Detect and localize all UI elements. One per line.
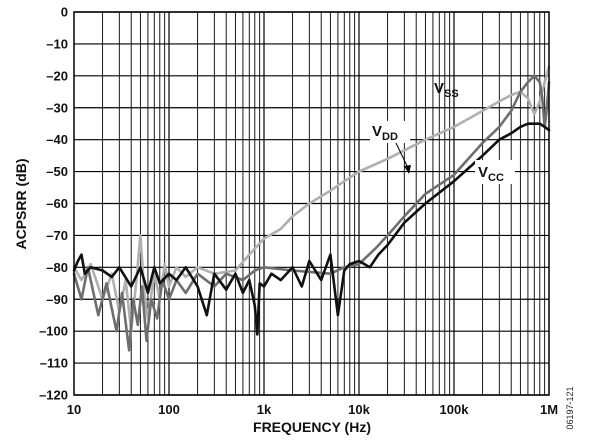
x-tick-label: 1k — [257, 402, 272, 417]
figure-id: 06197-121 — [565, 386, 575, 429]
vdd-pointer-arrowhead — [404, 165, 411, 174]
y-tick-label: –70 — [46, 228, 68, 243]
x-tick-label: 10 — [67, 402, 81, 417]
y-tick-label: –20 — [46, 68, 68, 83]
series-line-vcc — [72, 122, 551, 336]
x-tick-label: 10k — [348, 402, 370, 417]
x-tick-label: 100k — [440, 402, 470, 417]
x-tick-label: 1M — [540, 402, 558, 417]
x-axis-title: FREQUENCY (Hz) — [253, 419, 371, 435]
data-series — [72, 65, 551, 352]
y-tick-label: –10 — [46, 36, 68, 51]
y-tick-label: –30 — [46, 100, 68, 115]
series-label-vdd-background — [370, 121, 410, 143]
x-tick-labels: 10 100 1k 10k 100k 1M — [67, 402, 558, 417]
y-tick-label: –40 — [46, 132, 68, 147]
series-label-vss: VSS — [434, 80, 459, 100]
series-label-vcc-background — [475, 160, 515, 184]
series-line-vss — [72, 65, 551, 333]
y-tick-labels: 0 –10 –20 –30 –40 –50 –60 –70 –80 –90 –100 –110 –120 — [39, 5, 68, 403]
vdd-pointer-line — [395, 142, 410, 171]
series-label-vcc: VCC — [478, 164, 504, 184]
y-tick-label: –50 — [46, 164, 68, 179]
y-tick-label: –110 — [40, 356, 68, 371]
y-tick-label: –100 — [39, 324, 68, 339]
y-tick-label: –120 — [39, 388, 68, 403]
y-tick-label: –80 — [46, 260, 68, 275]
plot-frame — [73, 11, 550, 396]
series-label-vdd: VDD — [372, 123, 398, 143]
y-tick-label: –90 — [46, 292, 68, 307]
x-tick-label: 100 — [158, 402, 180, 417]
series-line-vdd — [72, 74, 551, 352]
y-tick-label: –60 — [46, 196, 68, 211]
y-axis-title: ACPSRR (dB) — [13, 159, 29, 250]
y-tick-label: 0 — [61, 5, 68, 20]
